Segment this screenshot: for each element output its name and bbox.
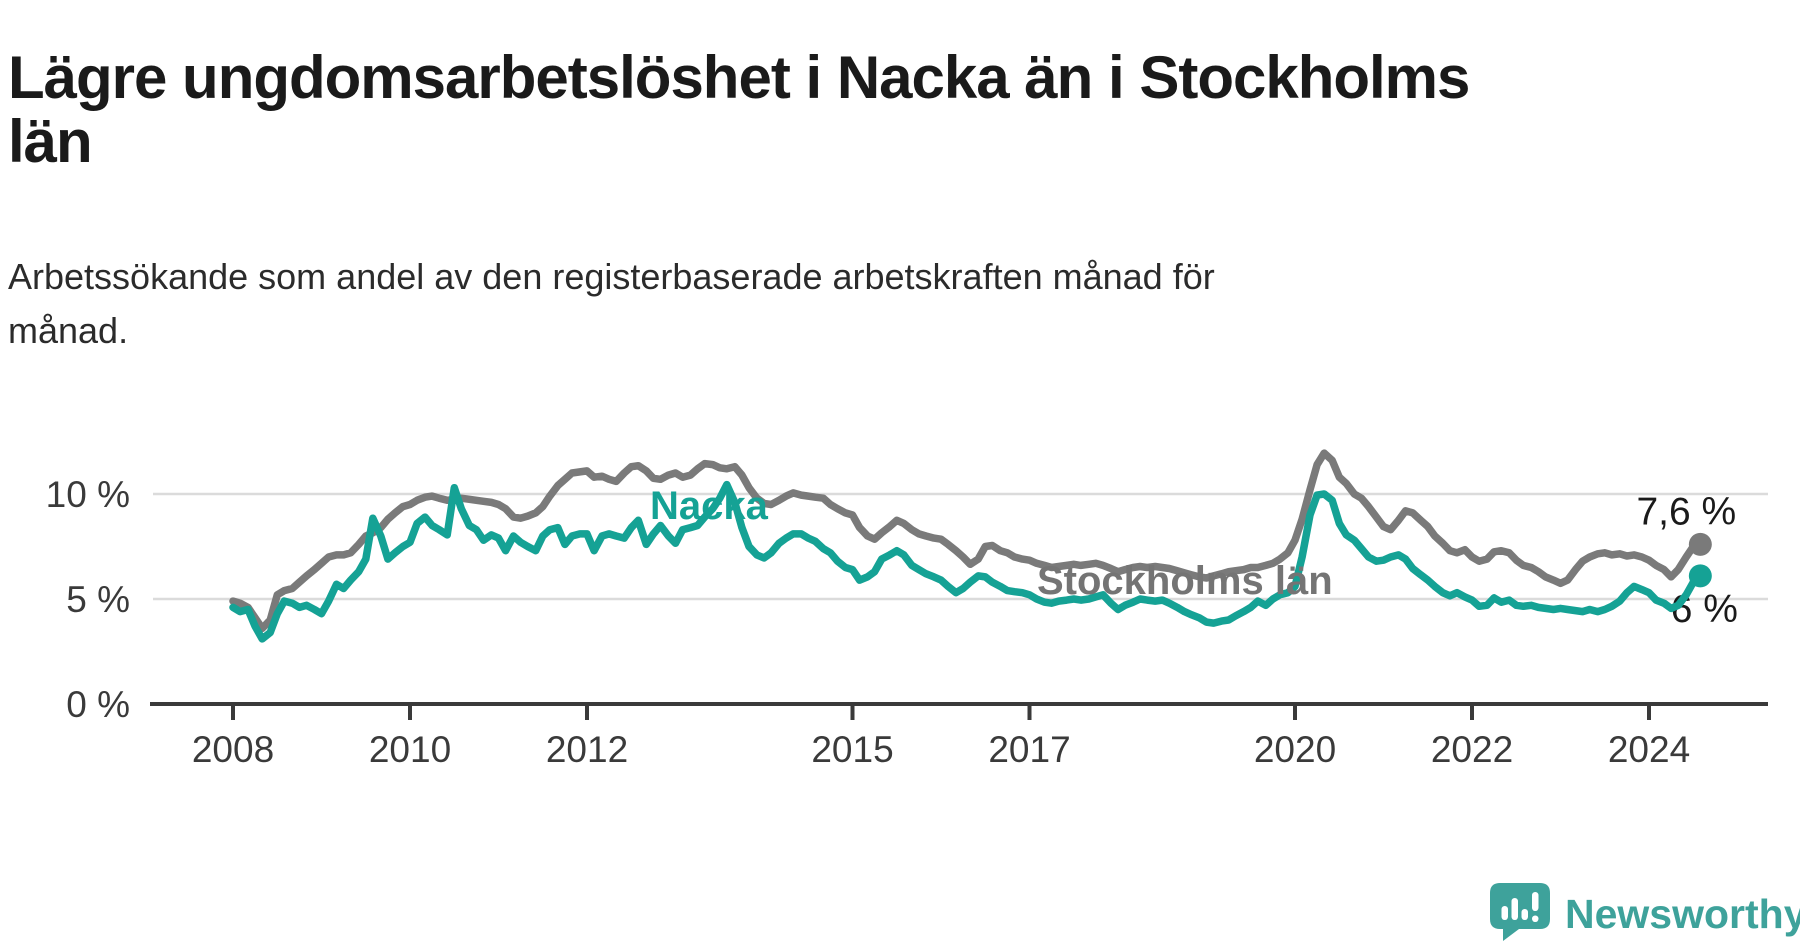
x-tick-label-2010: 2010 [369, 729, 451, 770]
x-tick-label-2022: 2022 [1431, 729, 1513, 770]
line-stockholms-lan [229, 449, 1705, 633]
end-value-label-nacka: 6 % [1671, 588, 1738, 631]
x-tick-label-2015: 2015 [811, 729, 893, 770]
series-label-stockholms-lan: Stockholms län [1037, 559, 1333, 603]
x-tick-label-2012: 2012 [546, 729, 628, 770]
y-tick-label-0: 0 % [66, 684, 130, 725]
chart-subtitle: Arbetssökande som andel av den registerb… [8, 256, 1215, 351]
newsworthy-logo-text: Newsworthy [1565, 891, 1800, 937]
end-value-label-stockholms-lan: 7,6 % [1636, 490, 1736, 533]
x-tick-label-2024: 2024 [1608, 729, 1690, 770]
x-tick-label-2008: 2008 [192, 729, 274, 770]
newsworthy-branding: Newsworthy [1489, 882, 1800, 947]
chart-title: Lägre ungdomsarbetslöshet i Nacka än i S… [8, 44, 1470, 176]
series-label-nacka: Nacka [650, 484, 769, 528]
x-tick-label-2020: 2020 [1254, 729, 1336, 770]
end-dot-nacka [1688, 564, 1712, 588]
line-nacka [229, 480, 1705, 643]
newsworthy-logo-icon [1489, 882, 1551, 947]
end-dot-stockholms-lan [1688, 532, 1712, 556]
y-tick-label-10: 10 % [46, 474, 130, 515]
y-tick-label-5: 5 % [66, 579, 130, 620]
line-chart: 2008 2010 2012 2015 2017 2020 2022 2024 0 % 5 % 10… [46, 449, 1768, 770]
x-tick-label-2017: 2017 [988, 729, 1070, 770]
